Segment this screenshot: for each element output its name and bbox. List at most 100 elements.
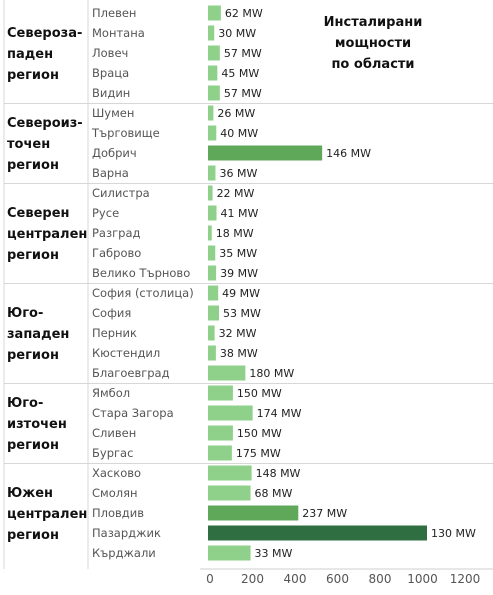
category-label: Ямбол bbox=[92, 386, 130, 400]
bar-value-label: 30 MW bbox=[218, 27, 256, 40]
bar bbox=[208, 445, 232, 461]
bar bbox=[208, 65, 218, 81]
region-label: Североиз- bbox=[7, 116, 83, 131]
category-label: Разград bbox=[92, 226, 140, 240]
bar bbox=[208, 165, 216, 181]
region-label: Южен bbox=[7, 486, 53, 501]
bar-value-label: 237 MW bbox=[302, 507, 347, 520]
bar-value-label: 33 MW bbox=[255, 547, 293, 560]
region-label: Юго- bbox=[7, 396, 43, 411]
category-label: Ловеч bbox=[92, 46, 128, 60]
bar bbox=[208, 225, 212, 241]
region-label: регион bbox=[7, 438, 59, 453]
category-label: Кюстендил bbox=[92, 346, 160, 360]
region-label: централен bbox=[7, 507, 87, 522]
bar-value-label: 26 MW bbox=[217, 107, 255, 120]
bar-value-label: 53 MW bbox=[223, 307, 261, 320]
bar bbox=[208, 145, 323, 161]
bar bbox=[208, 245, 216, 261]
category-label: Кърджали bbox=[92, 546, 156, 560]
bar-value-label: 148 MW bbox=[256, 467, 301, 480]
category-label: Шумен bbox=[92, 106, 134, 120]
bar bbox=[208, 105, 214, 121]
category-label: Враца bbox=[92, 66, 129, 80]
bar-value-label: 40 MW bbox=[220, 127, 258, 140]
bar bbox=[208, 205, 217, 221]
bar-value-label: 175 MW bbox=[236, 447, 281, 460]
bar-value-label: 174 MW bbox=[257, 407, 302, 420]
x-tick-label: 1000 bbox=[407, 572, 438, 586]
category-label: София (столица) bbox=[92, 286, 194, 300]
category-label: Сливен bbox=[92, 426, 136, 440]
bar bbox=[208, 285, 219, 301]
bar-value-label: 35 MW bbox=[219, 247, 257, 260]
region-label: регион bbox=[7, 348, 59, 363]
bar bbox=[208, 465, 252, 481]
bar-value-label: 62 MW bbox=[225, 7, 263, 20]
bar-value-label: 39 MW bbox=[220, 267, 258, 280]
category-label: Смолян bbox=[92, 486, 138, 500]
category-label: Пловдив bbox=[92, 506, 144, 520]
x-tick-label: 200 bbox=[241, 572, 264, 586]
category-label: Русе bbox=[92, 206, 119, 220]
region-label: Юго- bbox=[7, 306, 43, 321]
x-tick-label: 600 bbox=[326, 572, 349, 586]
chart-title: Инсталирани мощности по области bbox=[285, 12, 461, 75]
region-label: регион bbox=[7, 248, 59, 263]
bar bbox=[208, 345, 216, 361]
bar-value-label: 150 MW bbox=[237, 427, 282, 440]
category-label: Търговище bbox=[91, 126, 160, 140]
bar bbox=[208, 365, 246, 381]
category-label: Видин bbox=[92, 86, 130, 100]
region-label: централен bbox=[7, 227, 87, 242]
bar-value-label: 38 MW bbox=[220, 347, 258, 360]
region-label: западен bbox=[7, 327, 69, 342]
bar bbox=[208, 265, 217, 281]
bar bbox=[208, 385, 233, 401]
region-label: регион bbox=[7, 528, 59, 543]
category-label: Бургас bbox=[92, 446, 133, 460]
category-label: Пазарджик bbox=[92, 526, 161, 540]
bar-value-label: 41 MW bbox=[221, 207, 259, 220]
category-label: Велико Търново bbox=[92, 266, 190, 280]
chart-title-line-2: по области bbox=[331, 57, 415, 72]
bar-value-label: 150 MW bbox=[237, 387, 282, 400]
bar-value-label: 146 MW bbox=[326, 147, 371, 160]
category-label: Стара Загора bbox=[92, 406, 174, 420]
category-label: Габрово bbox=[92, 246, 141, 260]
bar-value-label: 36 MW bbox=[219, 167, 257, 180]
region-label: точен bbox=[7, 137, 50, 152]
bar-value-label: 180 MW bbox=[249, 367, 294, 380]
category-label: Плевен bbox=[92, 6, 136, 20]
bar-value-label: 68 MW bbox=[255, 487, 293, 500]
x-tick-label: 800 bbox=[369, 572, 392, 586]
category-label: София bbox=[92, 306, 131, 320]
region-label: Северен bbox=[7, 206, 70, 221]
region-label: Североза- bbox=[7, 26, 82, 41]
bar bbox=[208, 5, 221, 21]
category-label: Добрич bbox=[92, 146, 137, 160]
chart-title-line-1: Инсталирани мощности bbox=[323, 15, 423, 51]
category-label: Монтана bbox=[92, 26, 145, 40]
category-label: Варна bbox=[92, 166, 129, 180]
bar bbox=[208, 485, 251, 501]
bar bbox=[208, 85, 220, 101]
bar bbox=[208, 25, 215, 41]
x-tick-label: 0 bbox=[206, 572, 214, 586]
bar bbox=[208, 305, 220, 321]
bar bbox=[208, 185, 213, 201]
category-label: Хасково bbox=[92, 466, 141, 480]
region-label: паден bbox=[7, 47, 53, 62]
region-label: източен bbox=[7, 417, 67, 432]
bar bbox=[208, 425, 233, 441]
bar bbox=[208, 525, 427, 541]
bar-value-label: 57 MW bbox=[224, 87, 262, 100]
bar bbox=[208, 325, 215, 341]
bar bbox=[208, 45, 220, 61]
region-label: регион bbox=[7, 68, 59, 83]
category-label: Силистра bbox=[92, 186, 150, 200]
bar bbox=[208, 505, 299, 521]
bar-value-label: 49 MW bbox=[222, 287, 260, 300]
bar-value-label: 130 MW bbox=[431, 527, 476, 540]
x-tick-label: 400 bbox=[284, 572, 307, 586]
